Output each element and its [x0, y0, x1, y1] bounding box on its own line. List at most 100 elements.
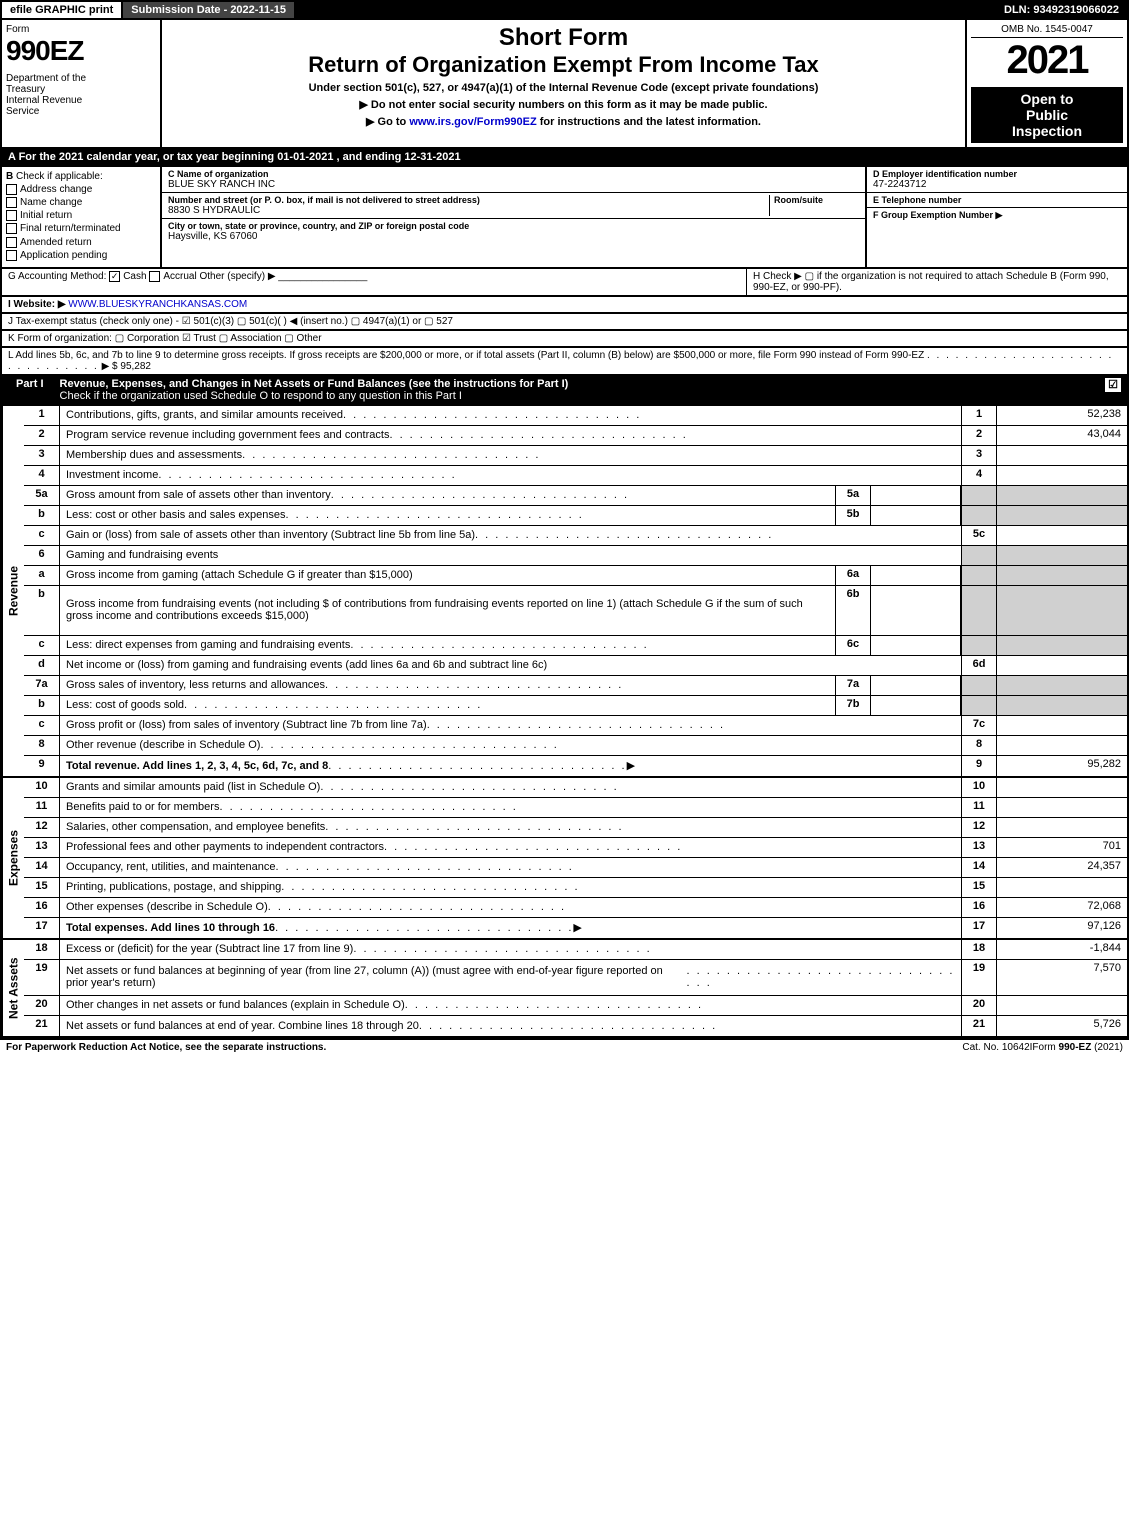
org-city: Haysville, KS 67060 [168, 231, 859, 242]
line-13: 13Professional fees and other payments t… [24, 838, 1127, 858]
header-right: OMB No. 1545-0047 2021 Open toPublicInsp… [967, 20, 1127, 147]
part1-label: Part I [8, 378, 52, 402]
block-b-to-f: B Check if applicable: Address change Na… [0, 167, 1129, 269]
room-heading: Room/suite [774, 195, 859, 205]
b-label: B [6, 171, 13, 182]
line-14: 14Occupancy, rent, utilities, and mainte… [24, 858, 1127, 878]
g-cell: G Accounting Method: ✓Cash Accrual Other… [2, 269, 747, 295]
line-2: 2Program service revenue including gover… [24, 426, 1127, 446]
chk-initial-return[interactable]: Initial return [6, 210, 156, 221]
col-b: B Check if applicable: Address change Na… [2, 167, 162, 267]
open-public: Open toPublicInspection [971, 87, 1123, 143]
irs-link[interactable]: www.irs.gov/Form990EZ [409, 116, 536, 128]
line-3: 3Membership dues and assessments3 [24, 446, 1127, 466]
footer-center: Cat. No. 10642I [962, 1042, 1032, 1053]
line-5c: cGain or (loss) from sale of assets othe… [24, 526, 1127, 546]
line-6a: aGross income from gaming (attach Schedu… [24, 566, 1127, 586]
website-link[interactable]: WWW.BLUESKYRANCHKANSAS.COM [68, 299, 247, 310]
part1-check[interactable]: ☑ [1105, 378, 1121, 392]
line-19: 19Net assets or fund balances at beginni… [24, 960, 1127, 996]
return-title: Return of Organization Exempt From Incom… [166, 52, 961, 78]
col-c: C Name of organization BLUE SKY RANCH IN… [162, 167, 867, 267]
form-word: Form [6, 24, 156, 35]
footer-right: Form 990-EZ (2021) [1032, 1042, 1123, 1053]
footer-left: For Paperwork Reduction Act Notice, see … [6, 1042, 962, 1053]
org-address: 8830 S HYDRAULIC [168, 205, 769, 216]
c-name-cell: C Name of organization BLUE SKY RANCH IN… [162, 167, 865, 193]
c-name-heading: C Name of organization [168, 169, 859, 179]
line-5b: bLess: cost or other basis and sales exp… [24, 506, 1127, 526]
note-ssn: ▶ Do not enter social security numbers o… [166, 98, 961, 111]
l-text: L Add lines 5b, 6c, and 7b to line 9 to … [8, 350, 924, 361]
l-arrow: ▶ $ [102, 361, 118, 372]
g-other: Other (specify) ▶ [199, 271, 275, 282]
line-4: 4Investment income4 [24, 466, 1127, 486]
c-city-cell: City or town, state or province, country… [162, 219, 865, 244]
subtitle: Under section 501(c), 527, or 4947(a)(1)… [166, 82, 961, 94]
b-text: Check if applicable: [16, 171, 103, 182]
line-18: 18Excess or (deficit) for the year (Subt… [24, 940, 1127, 960]
side-expenses: Expenses [2, 778, 24, 938]
dept-label: Department of theTreasuryInternal Revenu… [6, 73, 156, 117]
e-cell: E Telephone number [867, 193, 1127, 208]
i-label: I Website: ▶ [8, 299, 66, 310]
e-heading: E Telephone number [873, 195, 1121, 205]
row-k: K Form of organization: ▢ Corporation ☑ … [0, 331, 1129, 348]
chk-name-change[interactable]: Name change [6, 197, 156, 208]
line-1: 1Contributions, gifts, grants, and simil… [24, 406, 1127, 426]
submission-date: Submission Date - 2022-11-15 [123, 2, 296, 18]
form-number: 990EZ [6, 35, 156, 67]
l-value: 95,282 [120, 361, 151, 372]
tax-year: 2021 [971, 38, 1123, 83]
part1-table: Revenue 1Contributions, gifts, grants, a… [0, 406, 1129, 1038]
efile-label: efile GRAPHIC print [2, 2, 123, 18]
line-6c: cLess: direct expenses from gaming and f… [24, 636, 1127, 656]
d-heading: D Employer identification number [873, 169, 1121, 179]
part1-header: Part I Revenue, Expenses, and Changes in… [0, 376, 1129, 406]
c-addr-heading: Number and street (or P. O. box, if mail… [168, 195, 769, 205]
row-gh: G Accounting Method: ✓Cash Accrual Other… [0, 269, 1129, 297]
line-5a: 5aGross amount from sale of assets other… [24, 486, 1127, 506]
side-netassets: Net Assets [2, 940, 24, 1036]
c-addr-cell: Number and street (or P. O. box, if mail… [162, 193, 865, 219]
line-6b: bGross income from fundraising events (n… [24, 586, 1127, 636]
line-17: 17Total expenses. Add lines 10 through 1… [24, 918, 1127, 938]
line-11: 11Benefits paid to or for members11 [24, 798, 1127, 818]
line-7c: cGross profit or (loss) from sales of in… [24, 716, 1127, 736]
row-a: A For the 2021 calendar year, or tax yea… [0, 149, 1129, 167]
line-7a: 7aGross sales of inventory, less returns… [24, 676, 1127, 696]
chk-address-change[interactable]: Address change [6, 184, 156, 195]
row-l: L Add lines 5b, 6c, and 7b to line 9 to … [0, 348, 1129, 376]
f-cell: F Group Exemption Number ▶ [867, 208, 1127, 223]
line-6: 6Gaming and fundraising events [24, 546, 1127, 566]
part1-title: Revenue, Expenses, and Changes in Net As… [60, 378, 1097, 402]
note-goto: ▶ Go to www.irs.gov/Form990EZ for instru… [166, 115, 961, 128]
dln-label: DLN: 93492319066022 [996, 2, 1127, 18]
top-bar: efile GRAPHIC print Submission Date - 20… [0, 0, 1129, 20]
line-10: 10Grants and similar amounts paid (list … [24, 778, 1127, 798]
short-form-title: Short Form [166, 24, 961, 52]
line-7b: bLess: cost of goods sold7b [24, 696, 1127, 716]
row-j: J Tax-exempt status (check only one) - ☑… [0, 314, 1129, 331]
side-revenue: Revenue [2, 406, 24, 776]
row-i: I Website: ▶ WWW.BLUESKYRANCHKANSAS.COM [0, 297, 1129, 314]
line-8: 8Other revenue (describe in Schedule O)8 [24, 736, 1127, 756]
line-20: 20Other changes in net assets or fund ba… [24, 996, 1127, 1016]
org-name: BLUE SKY RANCH INC [168, 179, 859, 190]
omb-number: OMB No. 1545-0047 [971, 24, 1123, 38]
header-center: Short Form Return of Organization Exempt… [162, 20, 967, 147]
chk-application-pending[interactable]: Application pending [6, 250, 156, 261]
chk-final-return[interactable]: Final return/terminated [6, 223, 156, 234]
ein-value: 47-2243712 [873, 179, 1121, 190]
page-footer: For Paperwork Reduction Act Notice, see … [0, 1038, 1129, 1055]
line-6d: dNet income or (loss) from gaming and fu… [24, 656, 1127, 676]
line-16: 16Other expenses (describe in Schedule O… [24, 898, 1127, 918]
chk-accrual[interactable] [149, 271, 160, 282]
g-label: G Accounting Method: [8, 271, 106, 282]
chk-amended-return[interactable]: Amended return [6, 237, 156, 248]
form-header: Form 990EZ Department of theTreasuryInte… [0, 20, 1129, 149]
line-21: 21Net assets or fund balances at end of … [24, 1016, 1127, 1036]
c-city-heading: City or town, state or province, country… [168, 221, 859, 231]
chk-cash[interactable]: ✓ [109, 271, 120, 282]
header-left: Form 990EZ Department of theTreasuryInte… [2, 20, 162, 147]
